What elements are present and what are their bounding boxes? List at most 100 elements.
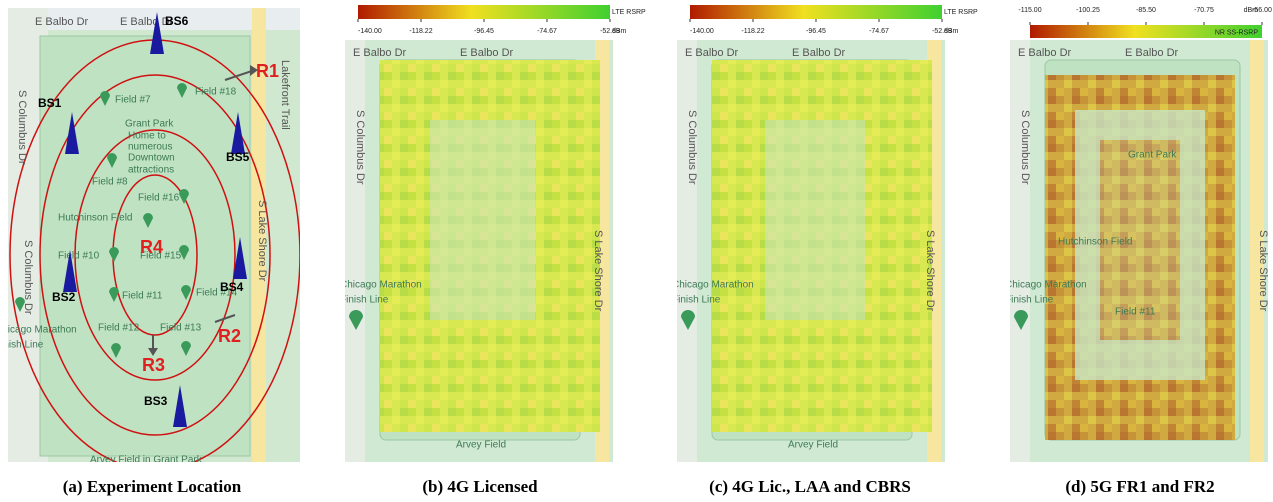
colorbar-unit: dBm xyxy=(1244,7,1259,14)
street-label: E Balbo Dr xyxy=(353,47,407,59)
map-pin xyxy=(100,91,110,106)
label-layer: E Balbo Dr E Balbo Dr S Columbus Dr S Lake … xyxy=(1005,47,1269,318)
place-label: numerous xyxy=(128,142,172,153)
place-label: Arvey Field xyxy=(456,440,506,451)
street-label: E Balbo Dr xyxy=(460,47,514,59)
label-layer: E Balbo Dr E Balbo Dr S Columbus Dr S Lake … xyxy=(340,47,604,451)
map-pin xyxy=(179,245,189,260)
colorbar-title: LTE RSRP xyxy=(944,9,978,16)
colorbar-tick-label: -52.89 xyxy=(600,28,620,35)
colorbar-tick-label: -96.45 xyxy=(474,28,494,35)
place-label: Finish Line xyxy=(672,295,721,306)
place-label: Finish Line xyxy=(340,295,389,306)
colorbar-tick-label: -100.25 xyxy=(1076,7,1100,14)
place-label: Chicago Marathon xyxy=(1005,280,1087,291)
colorbar-title: LTE RSRP xyxy=(612,9,646,16)
street-label: E Balbo Dr xyxy=(685,47,739,59)
place-label: Field #13 xyxy=(160,323,202,334)
caption: (d) 5G FR1 and FR2 xyxy=(1065,477,1214,496)
colorbar-tick-label: -52.89 xyxy=(932,28,952,35)
base-station xyxy=(173,385,187,427)
base-station xyxy=(233,237,247,279)
place-label: Downtown xyxy=(128,153,175,164)
base-station xyxy=(63,250,77,292)
label-layer: E Balbo Dr E Balbo Dr S Columbus Dr S Colum… xyxy=(0,12,291,466)
place-label: Finish Line xyxy=(0,340,44,351)
map-pin xyxy=(349,310,363,330)
place-label: Arvey Field in Grant Park xyxy=(90,455,203,466)
place-label: Grant Park xyxy=(125,119,174,130)
street-label: E Balbo Dr xyxy=(120,16,174,28)
place-label: Field #15 xyxy=(140,251,182,262)
colorbar-title: NR SS-RSRP xyxy=(1215,29,1259,36)
place-label: Field #11 xyxy=(122,291,163,302)
street-label: S Columbus Dr xyxy=(22,240,34,315)
place-label: Home to xyxy=(128,131,166,142)
street-label: E Balbo Dr xyxy=(1125,47,1179,59)
map-pin xyxy=(181,285,191,300)
place-label: Chicago Marathon xyxy=(0,325,77,336)
map-pin xyxy=(109,247,119,262)
place-label: Chicago Marathon xyxy=(340,280,422,291)
region-label: R3 xyxy=(142,355,165,375)
map-pin xyxy=(179,189,189,204)
colorbar-unit: dBm xyxy=(612,28,627,35)
street-label: E Balbo Dr xyxy=(792,47,846,59)
map-pin xyxy=(181,341,191,356)
bs-label: BS4 xyxy=(220,280,244,294)
colorbar-tick-label: -115.00 xyxy=(1018,7,1041,14)
map-a xyxy=(8,8,300,462)
place-label: Field #8 xyxy=(92,177,128,188)
street-label: S Lake Shore Dr xyxy=(592,230,604,312)
street-label: S Lake Shore Dr xyxy=(1257,230,1269,312)
colorbar xyxy=(358,5,610,19)
region-label: R1 xyxy=(256,61,279,81)
colorbar-tick-label: -85.50 xyxy=(1136,7,1156,14)
base-station xyxy=(150,12,164,54)
street-label: S Lake Shore Dr xyxy=(924,230,936,312)
place-label: Arvey Field xyxy=(788,440,838,451)
place-label: Grant Park xyxy=(1128,150,1177,161)
map-pin xyxy=(107,153,117,168)
map-pin xyxy=(15,297,25,312)
caption: (c) 4G Lic., LAA and CBRS xyxy=(709,477,911,496)
map-pin xyxy=(111,343,121,358)
place-label: Field #12 xyxy=(98,323,140,334)
colorbar-tick-label: -56.00 xyxy=(1252,7,1272,14)
caption: (b) 4G Licensed xyxy=(422,477,538,496)
place-label: Hutchinson Field xyxy=(58,213,132,224)
colorbar-tick-label: -70.75 xyxy=(1194,7,1214,14)
colorbar-tick-label: -96.45 xyxy=(806,28,826,35)
place-label: Chicago Marathon xyxy=(672,280,754,291)
place-label: Hutchinson Field xyxy=(1058,237,1132,248)
street-label: S Columbus Dr xyxy=(1019,110,1031,185)
colorbar-tick-label: -140.00 xyxy=(358,28,382,35)
place-label: Field #7 xyxy=(115,95,151,106)
street-label: S Lake Shore Dr xyxy=(256,200,268,282)
colorbar-tick-label: -140.00 xyxy=(690,28,714,35)
street-label: Lakefront Trail xyxy=(279,60,291,130)
street-label: E Balbo Dr xyxy=(35,16,89,28)
place-label: attractions xyxy=(128,165,174,176)
caption: (a) Experiment Location xyxy=(63,477,242,496)
map-pin xyxy=(1014,310,1028,330)
place-label: Field #18 xyxy=(195,87,237,98)
colorbar xyxy=(690,5,942,19)
colorbar-unit: dBm xyxy=(944,28,959,35)
bs-label: BS5 xyxy=(226,150,250,164)
base-station xyxy=(231,112,245,154)
street-label: S Columbus Dr xyxy=(354,110,366,185)
region-label: R2 xyxy=(218,326,241,346)
place-label: Finish Line xyxy=(1005,295,1054,306)
region-label: R4 xyxy=(140,237,163,257)
map-pin xyxy=(109,287,119,302)
map-pin xyxy=(177,83,187,98)
street-label: S Columbus Dr xyxy=(16,90,28,165)
place-label: Field #10 xyxy=(58,251,100,262)
map-pin xyxy=(143,213,153,228)
label-layer: E Balbo Dr E Balbo Dr S Columbus Dr S Lake … xyxy=(672,47,936,451)
bs-label: BS2 xyxy=(52,290,76,304)
bs-label: BS6 xyxy=(165,14,189,28)
base-station xyxy=(65,112,79,154)
